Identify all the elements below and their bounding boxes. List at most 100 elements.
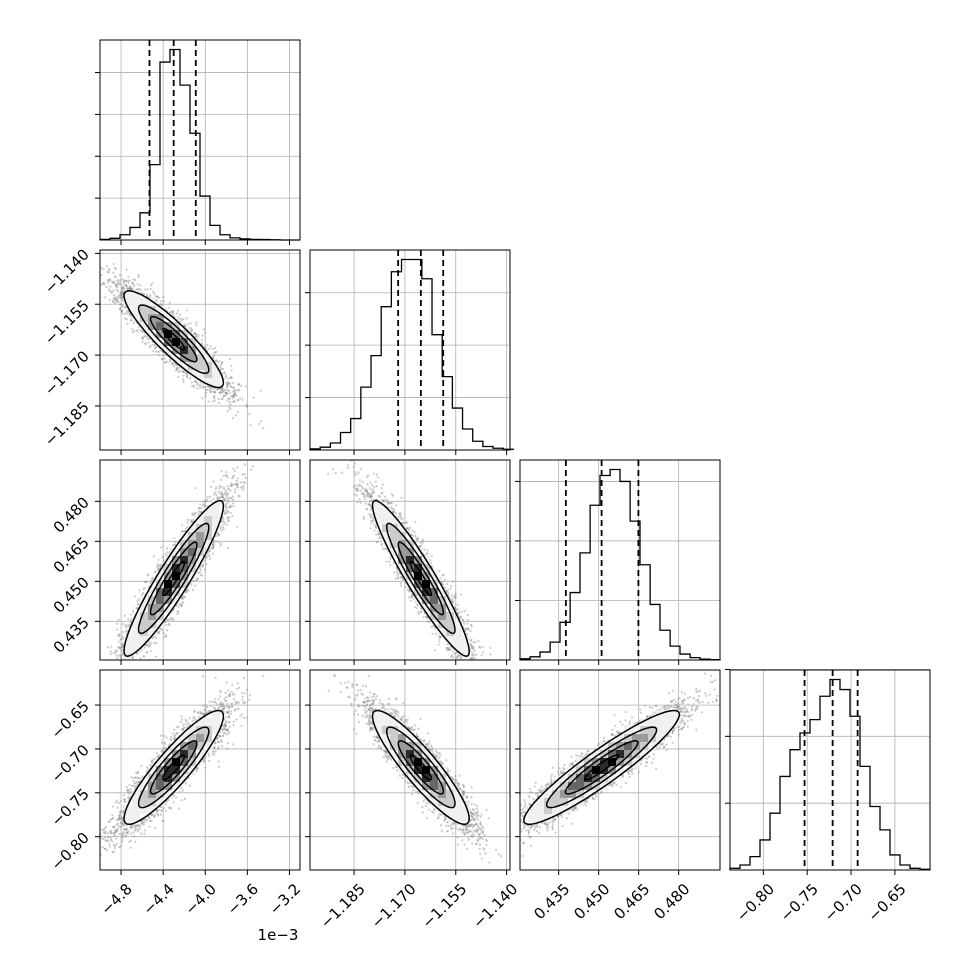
scatter-point bbox=[514, 832, 516, 834]
scatter-point bbox=[621, 723, 624, 726]
scatter-point bbox=[217, 740, 220, 743]
scatter-point bbox=[201, 334, 204, 337]
scatter-point bbox=[516, 805, 518, 807]
histogram-bin bbox=[160, 62, 170, 240]
scatter-point bbox=[383, 750, 386, 753]
scatter-point bbox=[213, 390, 216, 393]
scatter-point bbox=[119, 655, 123, 658]
scatter-point bbox=[368, 494, 371, 498]
scatter-point bbox=[186, 518, 190, 522]
scatter-point bbox=[197, 334, 200, 337]
scatter-point bbox=[467, 837, 470, 840]
scatter-point bbox=[202, 713, 205, 716]
density-contour bbox=[149, 541, 198, 616]
scatter-point bbox=[230, 376, 233, 379]
scatter-point bbox=[371, 726, 374, 729]
scatter-point bbox=[372, 488, 375, 491]
scatter-point bbox=[185, 720, 188, 723]
scatter-point bbox=[207, 385, 210, 388]
scatter-point bbox=[106, 270, 109, 273]
scatter-point bbox=[378, 701, 381, 705]
scatter-point bbox=[160, 546, 163, 549]
density-cell bbox=[180, 734, 188, 742]
scatter-point bbox=[416, 735, 419, 738]
scatter-point bbox=[89, 723, 91, 725]
scatter-point bbox=[229, 484, 232, 487]
scatter-point bbox=[230, 484, 233, 487]
scatter-point bbox=[236, 466, 239, 469]
scatter-point bbox=[195, 383, 199, 386]
scatter-point bbox=[143, 587, 146, 590]
scatter-point bbox=[126, 789, 129, 792]
scatter-point bbox=[127, 617, 130, 621]
scatter-point bbox=[231, 515, 234, 518]
density-cell bbox=[212, 726, 220, 734]
scatter-point bbox=[471, 663, 473, 665]
scatter-point bbox=[475, 661, 477, 663]
scatter-point bbox=[119, 671, 121, 673]
density-cell bbox=[576, 790, 584, 798]
scatter-point bbox=[690, 718, 693, 721]
scatter-point bbox=[202, 500, 205, 503]
scatter-point bbox=[439, 635, 442, 638]
scatter-point bbox=[350, 702, 353, 705]
scatter-point bbox=[212, 390, 215, 393]
y-tick-label: −0.80 bbox=[48, 829, 93, 874]
scatter-point bbox=[443, 818, 446, 821]
scatter-point bbox=[180, 799, 183, 802]
scatter-point bbox=[213, 701, 216, 704]
scatter-point bbox=[475, 815, 478, 818]
scatter-point bbox=[516, 812, 518, 814]
scatter-point bbox=[514, 840, 516, 842]
scatter-point bbox=[676, 705, 679, 709]
density-cell bbox=[196, 726, 204, 734]
scatter-point bbox=[481, 697, 483, 699]
scatter-point bbox=[107, 835, 110, 838]
scatter-point bbox=[685, 708, 688, 711]
scatter-point bbox=[376, 736, 379, 739]
scatter-point bbox=[461, 783, 464, 787]
scatter-point bbox=[117, 814, 121, 817]
scatter-point bbox=[139, 777, 142, 780]
scatter-point bbox=[110, 832, 114, 835]
scatter-point bbox=[242, 488, 245, 491]
density-cell bbox=[180, 564, 188, 572]
histogram-bin bbox=[890, 855, 900, 870]
density-cell bbox=[164, 790, 172, 798]
scatter-point bbox=[112, 826, 115, 829]
scatter-point bbox=[694, 708, 697, 711]
scatter-point bbox=[184, 372, 187, 375]
x-tick-label: 0.465 bbox=[610, 880, 653, 923]
scatter-point bbox=[231, 483, 234, 486]
scatter-point bbox=[100, 283, 103, 286]
scatter-point bbox=[351, 683, 354, 686]
scatter-point bbox=[597, 744, 600, 747]
scatter-point bbox=[240, 384, 243, 387]
density-cell bbox=[406, 750, 414, 758]
scatter-point bbox=[226, 498, 229, 501]
scatter-point bbox=[409, 728, 412, 731]
scatter-point bbox=[214, 750, 217, 753]
density-cell bbox=[624, 750, 632, 758]
scatter-point bbox=[242, 701, 245, 704]
scatter-point bbox=[244, 385, 247, 388]
scatter-point bbox=[136, 771, 140, 775]
density-cell bbox=[124, 298, 132, 306]
scatter-point bbox=[671, 729, 675, 732]
scatter-point bbox=[487, 817, 490, 820]
scatter-point bbox=[469, 825, 472, 828]
scatter-point bbox=[683, 715, 686, 718]
scatter-point bbox=[370, 710, 373, 713]
scatter-point bbox=[681, 707, 684, 710]
scatter-point bbox=[225, 705, 228, 708]
scatter-point bbox=[576, 808, 579, 811]
scatter-point bbox=[471, 813, 474, 816]
scatter-point bbox=[471, 835, 474, 838]
scatter-point bbox=[166, 551, 169, 554]
scatter-point bbox=[366, 508, 369, 511]
scatter-point bbox=[216, 736, 220, 739]
scatter-point bbox=[173, 728, 176, 731]
scatter-point bbox=[122, 312, 125, 316]
scatter-point bbox=[177, 375, 180, 379]
scatter-point bbox=[146, 288, 149, 291]
